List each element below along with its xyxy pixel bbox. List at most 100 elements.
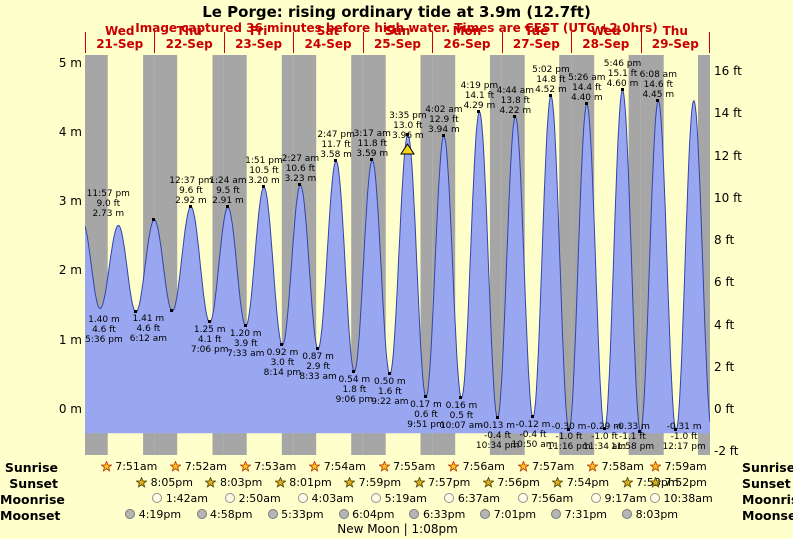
tide-time: 7:33 am — [227, 348, 265, 359]
high-tide-dot — [225, 205, 229, 209]
tide-feet: 11.8 ft — [357, 139, 387, 150]
astro-time: 4:03am — [311, 492, 354, 505]
tide-feet: -0.4 ft — [484, 431, 511, 441]
tide-meters: 2.92 m — [175, 195, 207, 206]
sunset-star-icon — [649, 476, 662, 488]
tide-meters: 1.40 m — [88, 314, 120, 325]
high-tide-dot — [152, 217, 156, 221]
meters-axis-label: 0 m — [58, 402, 82, 416]
tide-feet: 10.6 ft — [285, 164, 316, 175]
tide-feet: 3.9 ft — [233, 338, 258, 349]
moonset-entry: 7:01pm — [480, 508, 536, 521]
tide-feet: 9.5 ft — [216, 186, 240, 197]
low-tide-dot — [495, 416, 499, 419]
tide-feet: 1.6 ft — [378, 387, 402, 398]
day-name: Sun — [384, 24, 411, 38]
sunset-star-icon — [274, 476, 287, 488]
astro-label-left: Sunset — [9, 476, 58, 491]
tide-time: 5:36 pm — [85, 334, 123, 345]
high-tide-dot — [620, 88, 624, 92]
tide-time: 9:22 am — [371, 397, 409, 408]
low-tide-dot — [352, 369, 356, 373]
current-tide-marker-icon — [399, 140, 415, 159]
sunset-star-icon — [620, 476, 634, 488]
sunset-entry: 7:52pm — [649, 476, 707, 489]
astro-time: 1:42am — [165, 492, 209, 505]
sunset-star-icon — [482, 476, 495, 488]
tide-meters: 4.29 m — [463, 100, 496, 111]
tide-meters: 0.54 m — [338, 374, 371, 385]
tide-meters: -0.33 m — [614, 422, 650, 432]
low-tide-dot — [207, 320, 211, 324]
moonset-entry: 6:33pm — [409, 508, 465, 521]
tide-feet: 4.6 ft — [92, 324, 116, 335]
tide-meters: 3.59 m — [356, 149, 389, 160]
moonrise-circle-icon — [152, 493, 163, 503]
day-label: Wed 28-Sep — [571, 25, 640, 51]
tide-meters: 3.94 m — [428, 124, 460, 135]
tide-time: 12:17 pm — [662, 442, 706, 452]
tide-meters: 2.91 m — [212, 196, 244, 207]
high-tide-annotation: 1:24 am 9.5 ft 2.91 m — [203, 176, 253, 206]
tide-feet: 4.6 ft — [136, 324, 161, 335]
tide-meters: 0.16 m — [445, 400, 478, 411]
astro-time: 7:51am — [115, 460, 158, 473]
tide-time: 6:08 am — [639, 69, 677, 80]
day-date: 29-Sep — [651, 37, 699, 51]
tide-meters: 4.22 m — [499, 105, 532, 116]
moonset-circle-icon — [622, 509, 633, 519]
day-name: Wed — [104, 24, 135, 38]
astro-time: 7:54pm — [566, 476, 610, 489]
tide-time: 11:58 pm — [610, 442, 655, 452]
low-tide-annotation: -0.12 m -0.4 ft 10:50 am — [508, 420, 558, 450]
astro-row-moonrise: Moonrise Moonrise 1:42am 2:50am 4:03am 5:… — [0, 491, 793, 507]
high-tide-annotation: 11:57 pm 9.0 ft 2.73 m — [83, 189, 133, 219]
low-tide-annotation: 0.92 m 3.0 ft 8:14 pm — [257, 348, 307, 378]
tide-time: 7:06 pm — [190, 345, 229, 356]
astro-label-left: Moonset — [0, 508, 61, 523]
day-date: 27-Sep — [512, 37, 560, 51]
moonrise-circle-icon — [590, 493, 601, 503]
astro-time: 7:58am — [601, 460, 644, 473]
moonrise-circle-icon — [225, 493, 236, 503]
high-tide-dot — [656, 98, 660, 102]
high-tide-dot — [334, 158, 338, 162]
tide-meters: 3.20 m — [248, 176, 280, 187]
feet-axis-label: 12 ft — [714, 148, 742, 163]
tide-feet: 11.7 ft — [321, 139, 351, 150]
high-tide-dot — [513, 114, 517, 118]
meters-axis-label: 5 m — [58, 55, 82, 70]
tide-time: 11:57 pm — [86, 188, 130, 199]
low-tide-dot — [170, 309, 174, 313]
high-tide-annotation: 6:08 am 14.6 ft 4.45 m — [633, 70, 683, 100]
tide-time: 4:19 pm — [460, 80, 499, 91]
astro-label-right: Sunrise — [742, 460, 793, 475]
tide-feet: -1.0 ft — [555, 432, 583, 442]
astro-row-moonset: Moonset Moonset 4:19pm 4:58pm 5:33pm 6:04… — [0, 507, 793, 523]
high-tide-dot — [405, 132, 409, 136]
low-tide-dot — [602, 427, 606, 431]
tide-time: 2:47 pm — [317, 129, 355, 140]
astro-time: 8:05pm — [150, 476, 194, 489]
tide-time: 5:02 pm — [532, 64, 570, 75]
high-tide-annotation: 4:19 pm 14.1 ft 4.29 m — [454, 81, 504, 111]
moonrise-entry: 5:19am — [371, 492, 427, 505]
astro-row-sunset: Sunset Sunset 8:05pm 8:03pm 8:01pm 7:59pm… — [0, 475, 793, 491]
tide-time: 4:44 am — [496, 85, 535, 96]
astro-time: 7:56pm — [497, 476, 540, 489]
day-boundary-tick — [432, 32, 434, 53]
astro-label-right: Moonset — [742, 508, 793, 523]
high-tide-annotation: 1:51 pm 10.5 ft 3.20 m — [239, 156, 289, 186]
day-label: Sun 25-Sep — [363, 25, 432, 51]
tide-feet: 0.6 ft — [414, 410, 438, 421]
low-tide-dot — [316, 346, 320, 350]
low-tide-dot — [566, 427, 570, 431]
high-tide-dot — [441, 133, 445, 137]
moonrise-circle-icon — [298, 493, 309, 503]
astro-label-left: Sunrise — [4, 460, 58, 475]
day-name: Sat — [316, 24, 340, 38]
astro-time: 8:03pm — [635, 508, 679, 521]
sunrise-entry: 7:52am — [169, 460, 227, 473]
moonset-entry: 7:31pm — [551, 508, 607, 521]
tide-meters: 3.58 m — [320, 149, 352, 160]
